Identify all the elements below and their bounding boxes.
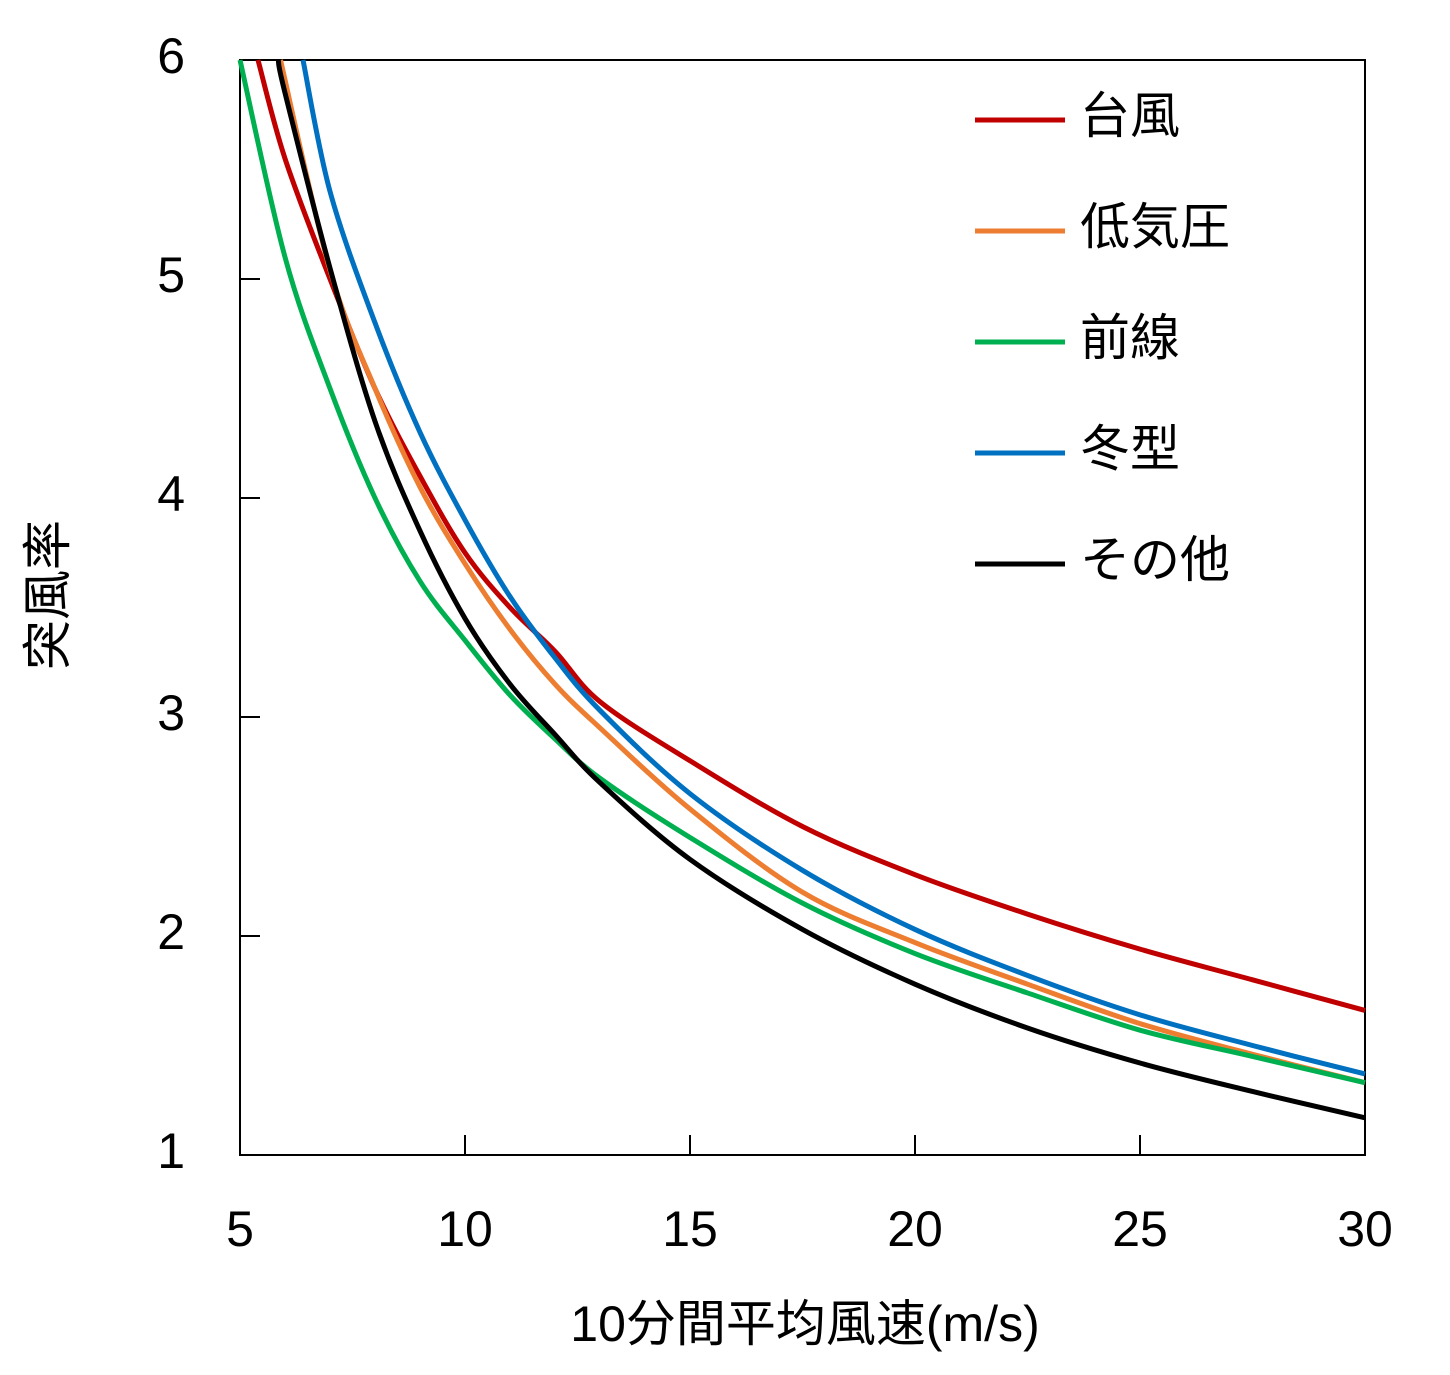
x-tick-label: 20 [887,1201,943,1257]
legend-label: 冬型 [1080,421,1180,477]
x-tick-label: 10 [437,1201,493,1257]
legend-label: 低気圧 [1080,199,1230,255]
y-tick-label: 2 [157,904,185,960]
y-axis-label: 突風率 [20,520,76,670]
x-tick-label: 15 [662,1201,718,1257]
x-tick-label: 30 [1337,1201,1393,1257]
y-tick-label: 3 [157,685,185,741]
y-tick-label: 5 [157,247,185,303]
legend-label: 台風 [1080,88,1180,144]
y-tick-label: 1 [157,1123,185,1179]
y-tick-label: 4 [157,466,185,522]
y-tick-label: 6 [157,28,185,84]
series-line [275,59,1366,1121]
x-tick-label: 5 [226,1201,254,1257]
plot-frame [239,59,1366,1156]
x-axis-label: 10分間平均風速(m/s) [570,1296,1039,1352]
legend-label: その他 [1080,532,1230,588]
series-line [300,59,1366,1077]
x-tick-label: 25 [1112,1201,1168,1257]
series-line [278,59,1366,1086]
legend-label: 前線 [1080,310,1180,366]
